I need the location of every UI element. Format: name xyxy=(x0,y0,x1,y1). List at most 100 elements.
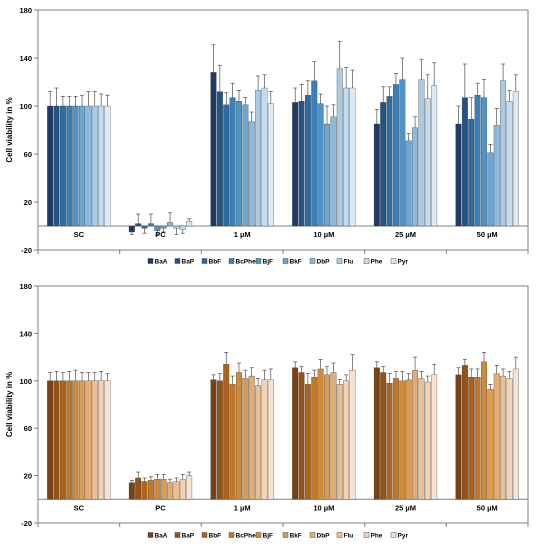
legend-label-bbf: BbF xyxy=(209,259,222,266)
y-tick-label: -20 xyxy=(21,519,32,528)
y-tick-label: 20 xyxy=(24,472,32,481)
x-tick-label: 10 µM xyxy=(313,230,334,239)
bar-bbf-4 xyxy=(386,383,393,500)
bar-pyr-5 xyxy=(512,91,519,227)
bar-bcphe-3 xyxy=(311,377,318,500)
legend-swatch-pyr xyxy=(390,532,397,538)
legend-label-pyr: Pyr xyxy=(398,533,409,540)
bar-phe-1 xyxy=(179,479,186,500)
bar-bkf-3 xyxy=(324,123,330,227)
bar-bjf-3 xyxy=(317,368,324,500)
legend-swatch-baa xyxy=(147,258,154,264)
legend-label-bjf: BjF xyxy=(263,533,274,540)
bar-baa-1 xyxy=(128,482,135,500)
bar-bkf-4 xyxy=(405,379,412,500)
legend-swatch-dbp xyxy=(309,532,316,538)
bar-bcphe-4 xyxy=(393,378,399,500)
bar-bap-1 xyxy=(135,223,142,227)
bar-flu-1 xyxy=(173,225,180,229)
legend-label-bkf: BkF xyxy=(290,533,302,540)
bar-bap-5 xyxy=(461,97,468,227)
bar-bcphe-4 xyxy=(393,84,399,227)
bar-pyr-0 xyxy=(104,105,111,227)
bar-bjf-0 xyxy=(72,105,79,227)
y-tick-label: -20 xyxy=(21,246,32,255)
legend-swatch-baa xyxy=(147,532,154,538)
y-axis-title: Cell viability in % xyxy=(5,372,14,437)
bar-bap-3 xyxy=(298,372,305,500)
y-tick-label: 180 xyxy=(19,282,32,291)
bar-phe-5 xyxy=(506,101,513,227)
legend-label-bcphe: BcPhe xyxy=(236,259,257,266)
legend-swatch-flu xyxy=(336,532,343,538)
bar-pyr-4 xyxy=(431,374,438,500)
bar-dbp-5 xyxy=(493,373,500,500)
bar-phe-1 xyxy=(179,225,186,230)
bar-pyr-0 xyxy=(104,380,111,500)
bar-phe-2 xyxy=(261,87,268,227)
legend-label-bjf: BjF xyxy=(263,259,274,266)
bar-dbp-2 xyxy=(248,375,255,500)
bar-bap-4 xyxy=(380,372,387,500)
bar-bbf-0 xyxy=(59,105,66,227)
bar-pyr-1 xyxy=(186,475,193,500)
x-tick-label: PC xyxy=(155,503,166,512)
bar-baa-1 xyxy=(128,225,135,233)
legend-label-flu: Flu xyxy=(344,533,354,540)
bar-bbf-0 xyxy=(59,380,66,500)
bar-dbp-5 xyxy=(493,125,500,227)
bar-bkf-3 xyxy=(324,374,330,500)
bar-flu-0 xyxy=(91,105,98,227)
legend-label-bcphe: BcPhe xyxy=(236,533,257,540)
y-tick-label: 100 xyxy=(19,377,32,386)
bar-bap-4 xyxy=(380,102,387,227)
legend-swatch-bjf xyxy=(255,532,262,538)
y-tick-label: 140 xyxy=(19,329,32,338)
legend-swatch-bcphe xyxy=(228,532,235,538)
legend-swatch-pyr xyxy=(390,258,397,264)
bar-bcphe-5 xyxy=(474,377,481,500)
bar-bap-1 xyxy=(135,477,142,500)
x-tick-label: 25 µM xyxy=(395,230,416,239)
legend-label-bbf: BbF xyxy=(209,533,222,540)
legend-swatch-phe xyxy=(363,258,370,264)
legend-swatch-phe xyxy=(363,532,370,538)
legend-label-baa: BaA xyxy=(155,533,168,540)
y-tick-label: 60 xyxy=(24,424,32,433)
x-tick-label: 50 µM xyxy=(477,230,498,239)
bar-bkf-0 xyxy=(79,380,85,500)
bar-flu-1 xyxy=(173,481,180,500)
y-axis-title: Cell viability in % xyxy=(5,97,14,162)
bar-bbf-2 xyxy=(223,104,230,227)
bar-bkf-5 xyxy=(487,152,494,227)
bar-bjf-4 xyxy=(399,79,406,227)
bar-baa-4 xyxy=(373,123,380,227)
bar-bbf-3 xyxy=(304,384,311,500)
bar-baa-3 xyxy=(292,102,299,227)
bar-phe-3 xyxy=(343,380,350,500)
bar-flu-2 xyxy=(255,90,262,227)
bar-dbp-4 xyxy=(412,369,418,500)
x-tick-label: 50 µM xyxy=(477,503,498,512)
bar-bap-0 xyxy=(53,380,60,500)
bar-flu-4 xyxy=(418,79,425,227)
bar-bcphe-3 xyxy=(311,80,318,227)
legend-swatch-bap xyxy=(174,258,181,264)
bar-phe-4 xyxy=(424,98,431,227)
bar-bcphe-2 xyxy=(229,97,236,227)
legend-label-phe: Phe xyxy=(371,533,383,540)
bar-bkf-2 xyxy=(242,378,249,500)
bar-flu-5 xyxy=(500,80,507,227)
bar-bcphe-5 xyxy=(474,95,481,227)
x-tick-label: 1 µM xyxy=(234,503,251,512)
legend-label-baa: BaA xyxy=(155,259,168,266)
bar-bcphe-1 xyxy=(148,223,154,227)
bar-flu-3 xyxy=(336,384,343,500)
legend-swatch-bcphe xyxy=(228,258,235,264)
bar-baa-5 xyxy=(455,374,462,500)
bar-flu-5 xyxy=(500,375,507,500)
bar-bjf-2 xyxy=(236,101,242,227)
bar-pyr-1 xyxy=(186,221,193,227)
bar-bcphe-2 xyxy=(229,384,236,500)
bar-bkf-2 xyxy=(242,104,249,227)
